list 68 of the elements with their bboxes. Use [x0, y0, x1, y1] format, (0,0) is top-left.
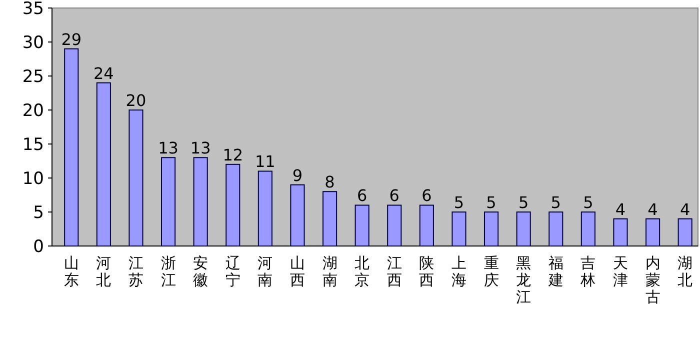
data-label: 5 [486, 193, 496, 212]
bar [226, 164, 240, 246]
x-tick-label: 天津 [612, 255, 628, 289]
x-tick-label: 安徽 [193, 255, 208, 289]
bar [193, 157, 208, 246]
x-tick-label: 河北 [96, 255, 112, 289]
data-label: 4 [648, 200, 658, 219]
data-label: 13 [190, 138, 211, 158]
x-tick-label: 吉林 [580, 255, 596, 289]
x-tick-label: 浙江 [160, 255, 176, 289]
x-tick-label: 黑龙江 [516, 255, 532, 306]
x-tick-label: 内蒙古 [645, 255, 660, 306]
x-tick-label: 陕西 [419, 255, 434, 289]
bar [387, 204, 402, 246]
x-tick-label: 湖南 [322, 255, 338, 289]
data-label: 5 [518, 193, 529, 212]
data-label: 6 [422, 186, 432, 206]
bar [580, 212, 596, 246]
bar [96, 82, 111, 246]
y-tick-label: 5 [33, 203, 44, 223]
data-label: 6 [356, 186, 368, 206]
x-tick-label: 河南 [258, 255, 273, 289]
x-tick-label: 山东 [64, 255, 79, 289]
bar [322, 191, 338, 246]
y-tick-label: 30 [22, 33, 44, 53]
bar [516, 212, 531, 246]
x-tick-label: 重庆 [484, 255, 499, 289]
y-tick-label: 10 [22, 169, 44, 189]
data-label: 8 [324, 172, 335, 192]
data-label: 11 [255, 152, 276, 172]
bar [419, 204, 434, 246]
data-label: 13 [158, 138, 178, 158]
y-tick-label: 20 [22, 101, 44, 121]
bar [258, 170, 272, 246]
x-tick-label: 湖北 [678, 255, 693, 289]
data-label: 9 [292, 166, 303, 185]
bar [452, 212, 466, 246]
bar [128, 110, 144, 246]
bar [613, 218, 628, 246]
data-label: 4 [615, 200, 626, 219]
data-label: 24 [94, 64, 114, 83]
bar [290, 184, 305, 246]
x-tick-label: 辽宁 [225, 255, 240, 289]
y-tick-label: 15 [22, 135, 44, 155]
data-label: 4 [680, 200, 690, 219]
bar [484, 212, 499, 246]
x-tick-label: 福建 [547, 255, 564, 289]
data-label: 20 [126, 91, 146, 110]
y-tick-label: 0 [33, 237, 44, 257]
x-tick-label: 山西 [290, 255, 305, 289]
bar [548, 212, 564, 246]
bar [645, 218, 660, 246]
x-tick-label: 上海 [451, 255, 466, 289]
x-tick-label: 江西 [386, 255, 402, 289]
data-label: 6 [389, 186, 400, 206]
bar [64, 48, 79, 246]
data-label: 5 [454, 193, 464, 212]
bar [160, 157, 176, 246]
data-label: 5 [583, 193, 594, 212]
y-tick-label: 35 [22, 0, 44, 19]
data-label: 29 [61, 30, 82, 49]
data-label: 12 [222, 145, 244, 164]
y-tick-label: 25 [22, 67, 44, 87]
bar [678, 218, 692, 246]
x-tick-label: 北京 [354, 255, 370, 289]
bar [354, 204, 370, 246]
x-tick-label: 江苏 [128, 255, 144, 289]
data-label: 5 [550, 193, 561, 212]
